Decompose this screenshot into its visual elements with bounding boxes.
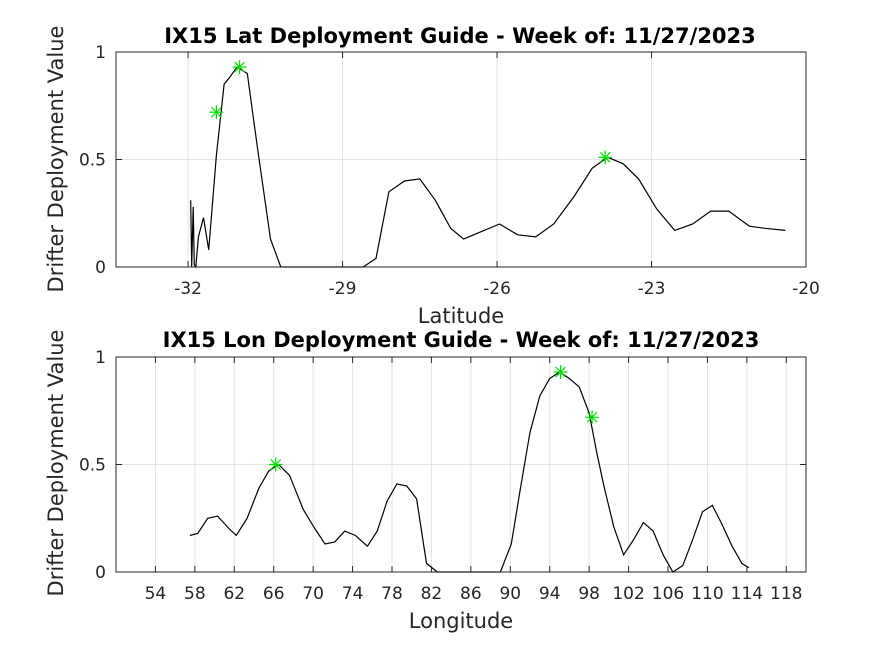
longitude-chart-gridlines	[116, 356, 806, 573]
longitude-chart-x-tick-label: 66	[263, 584, 285, 604]
longitude-chart-x-tick-label: 98	[578, 584, 600, 604]
longitude-chart-marker	[585, 410, 600, 425]
latitude-chart-gridlines	[116, 51, 807, 268]
longitude-chart-y-tick-label: 0.5	[79, 456, 106, 476]
latitude-chart-y-tick-label: 1	[95, 43, 106, 63]
latitude-chart-y-tick-label: 0.5	[79, 151, 106, 171]
longitude-chart-x-tick-label: 86	[460, 584, 482, 604]
longitude-chart-x-tick-label: 58	[184, 584, 206, 604]
longitude-chart-x-axis-label: Longitude	[409, 609, 513, 633]
longitude-chart-title: IX15 Lon Deployment Guide - Week of: 11/…	[163, 328, 760, 352]
longitude-chart-x-tick-label: 54	[145, 584, 167, 604]
longitude-chart-x-tick-label: 82	[421, 584, 443, 604]
longitude-chart-y-axis-label: Drifter Deployment Value	[44, 330, 68, 597]
longitude-chart-x-tick-label: 90	[499, 584, 521, 604]
latitude-chart-marker	[598, 150, 613, 165]
longitude-chart-y-tick-label: 1	[95, 348, 106, 368]
longitude-chart-x-tick-label: 114	[731, 584, 763, 604]
longitude-chart-x-tick-label: 62	[223, 584, 245, 604]
latitude-chart-x-tick-label: -20	[792, 279, 820, 299]
latitude-chart-x-axis-label: Latitude	[418, 304, 504, 328]
longitude-chart-x-tick-label: 106	[652, 584, 684, 604]
latitude-chart: IX15 Lat Deployment Guide - Week of: 11/…	[44, 24, 820, 328]
longitude-chart-marker	[268, 457, 283, 472]
longitude-chart: IX15 Lon Deployment Guide - Week of: 11/…	[44, 328, 807, 633]
latitude-chart-marker	[232, 60, 247, 75]
longitude-chart-x-tick-label: 94	[539, 584, 561, 604]
latitude-chart-y-tick-label: 0	[95, 258, 106, 278]
latitude-chart-x-tick-label: -29	[329, 279, 357, 299]
longitude-chart-x-tick-label: 70	[302, 584, 324, 604]
longitude-chart-x-tick-label: 118	[770, 584, 802, 604]
longitude-chart-ticks: 54 58 62 66 70 74 78 82 86 90 94 98 102 106 110 114 118 0…	[79, 348, 806, 604]
longitude-chart-x-tick-label: 74	[342, 584, 364, 604]
latitude-chart-x-tick-label: -23	[638, 279, 666, 299]
longitude-chart-x-tick-label: 102	[612, 584, 644, 604]
latitude-chart-y-axis-label: Drifter Deployment Value	[44, 26, 68, 293]
longitude-chart-x-tick-label: 78	[381, 584, 403, 604]
longitude-chart-y-tick-label: 0	[95, 563, 106, 583]
longitude-chart-x-tick-label: 110	[691, 584, 723, 604]
latitude-chart-ticks: -32 -29 -26 -23 -20 0 0.5 1	[79, 43, 820, 299]
latitude-chart-plot-area	[190, 60, 786, 269]
latitude-chart-marker	[209, 105, 224, 120]
latitude-chart-x-tick-label: -26	[483, 279, 511, 299]
latitude-chart-series-line	[190, 66, 786, 269]
latitude-chart-title: IX15 Lat Deployment Guide - Week of: 11/…	[164, 24, 756, 48]
latitude-chart-x-tick-label: -32	[174, 279, 202, 299]
longitude-chart-marker	[553, 365, 568, 380]
